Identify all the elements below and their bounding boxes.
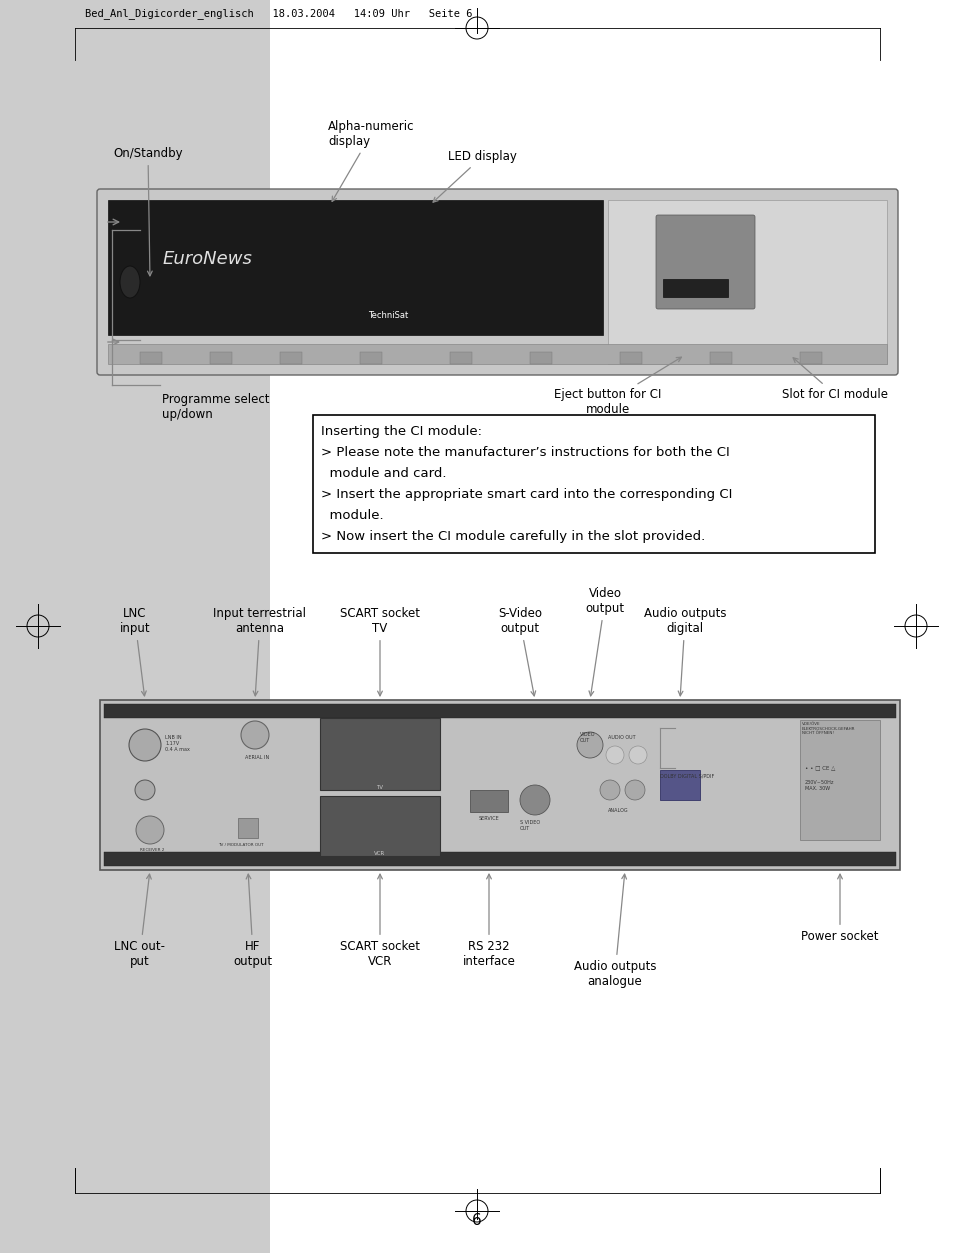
- Text: > Insert the appropriate smart card into the corresponding CI: > Insert the appropriate smart card into…: [320, 487, 732, 501]
- Text: ANALOG: ANALOG: [607, 808, 628, 813]
- Bar: [108, 345, 886, 365]
- Bar: [319, 718, 439, 789]
- Bar: [800, 352, 821, 365]
- Text: Alpha-numeric
display: Alpha-numeric display: [328, 120, 414, 202]
- Bar: [359, 352, 381, 365]
- Bar: [140, 352, 162, 365]
- Text: > Now insert the CI module carefully in the slot provided.: > Now insert the CI module carefully in …: [320, 530, 704, 543]
- Bar: [800, 720, 879, 840]
- Text: RS 232
interface: RS 232 interface: [462, 875, 515, 969]
- Bar: [607, 200, 886, 365]
- Text: LNC
input: LNC input: [119, 606, 151, 695]
- Bar: [108, 200, 602, 335]
- Circle shape: [577, 732, 602, 758]
- Circle shape: [624, 781, 644, 799]
- Text: Audio outputs
analogue: Audio outputs analogue: [573, 875, 656, 989]
- Text: Inserting the CI module:: Inserting the CI module:: [320, 425, 481, 439]
- Text: LED display: LED display: [433, 150, 517, 202]
- Text: On/Standby: On/Standby: [113, 147, 183, 276]
- Circle shape: [519, 784, 550, 814]
- FancyBboxPatch shape: [97, 189, 897, 375]
- Bar: [100, 700, 899, 870]
- Bar: [619, 352, 641, 365]
- Bar: [709, 352, 731, 365]
- Text: TV / MODULATOR OUT: TV / MODULATOR OUT: [218, 843, 263, 847]
- Text: Input terrestrial
antenna: Input terrestrial antenna: [213, 606, 306, 695]
- Text: RECEIVER 2: RECEIVER 2: [140, 848, 164, 852]
- Text: S-Video
output: S-Video output: [497, 606, 541, 695]
- Text: Video
output: Video output: [585, 586, 624, 695]
- Bar: [210, 352, 232, 365]
- Text: EuroNews: EuroNews: [163, 251, 253, 268]
- Text: VIDEO
OUT: VIDEO OUT: [579, 732, 595, 743]
- Text: module.: module.: [320, 509, 383, 523]
- Bar: [104, 852, 895, 866]
- Text: LNB IN
1.17V
0.4 A max: LNB IN 1.17V 0.4 A max: [165, 736, 190, 752]
- Bar: [530, 352, 552, 365]
- Text: 6: 6: [472, 1213, 481, 1228]
- Text: HF
output: HF output: [233, 875, 273, 969]
- Text: Programme select
up/down: Programme select up/down: [162, 393, 269, 421]
- Circle shape: [605, 746, 623, 764]
- Circle shape: [628, 746, 646, 764]
- Text: Bed_Anl_Digicorder_englisch   18.03.2004   14:09 Uhr   Seite 6: Bed_Anl_Digicorder_englisch 18.03.2004 1…: [85, 9, 472, 20]
- Bar: [280, 352, 302, 365]
- Text: TV: TV: [376, 784, 383, 789]
- Text: Power socket: Power socket: [801, 875, 878, 944]
- Text: AUDIO OUT: AUDIO OUT: [607, 736, 635, 741]
- Text: DOLBY DIGITAL S/PDIF: DOLBY DIGITAL S/PDIF: [659, 773, 714, 778]
- Text: VCR: VCR: [374, 851, 385, 856]
- Circle shape: [129, 729, 161, 761]
- Bar: [470, 789, 507, 812]
- Circle shape: [135, 781, 154, 799]
- Bar: [313, 415, 874, 553]
- Text: TechniSat: TechniSat: [368, 311, 408, 320]
- Bar: [319, 796, 439, 856]
- FancyBboxPatch shape: [656, 216, 754, 309]
- Bar: [659, 771, 700, 799]
- Text: Audio outputs
digital: Audio outputs digital: [643, 606, 725, 695]
- Bar: [0, 0, 270, 1253]
- Bar: [237, 818, 257, 838]
- Bar: [662, 279, 727, 297]
- Bar: [104, 704, 895, 718]
- Text: SCART socket
TV: SCART socket TV: [339, 606, 419, 695]
- Text: S VIDEO
OUT: S VIDEO OUT: [519, 819, 539, 831]
- Text: 230V~50Hz
MAX. 30W: 230V~50Hz MAX. 30W: [804, 781, 834, 791]
- Text: module and card.: module and card.: [320, 467, 446, 480]
- Circle shape: [241, 720, 269, 749]
- Text: VDE/ÖVE
ELEKTROSCHOCK-GEFAHR
NICHT ÖFFNEN!: VDE/ÖVE ELEKTROSCHOCK-GEFAHR NICHT ÖFFNE…: [801, 722, 855, 736]
- Text: • • □ CE △: • • □ CE △: [804, 766, 835, 771]
- Text: AERIAL IN: AERIAL IN: [245, 756, 269, 761]
- Text: Slot for CI module: Slot for CI module: [781, 358, 887, 401]
- Text: Eject button for CI
module: Eject button for CI module: [554, 357, 680, 416]
- Circle shape: [136, 816, 164, 845]
- Text: SERVICE: SERVICE: [478, 816, 498, 821]
- Bar: [450, 352, 472, 365]
- Text: SCART socket
VCR: SCART socket VCR: [339, 875, 419, 969]
- Text: LNC out-
put: LNC out- put: [114, 875, 165, 969]
- Ellipse shape: [120, 266, 140, 298]
- Text: > Please note the manufacturer’s instructions for both the CI: > Please note the manufacturer’s instruc…: [320, 446, 729, 459]
- Circle shape: [599, 781, 619, 799]
